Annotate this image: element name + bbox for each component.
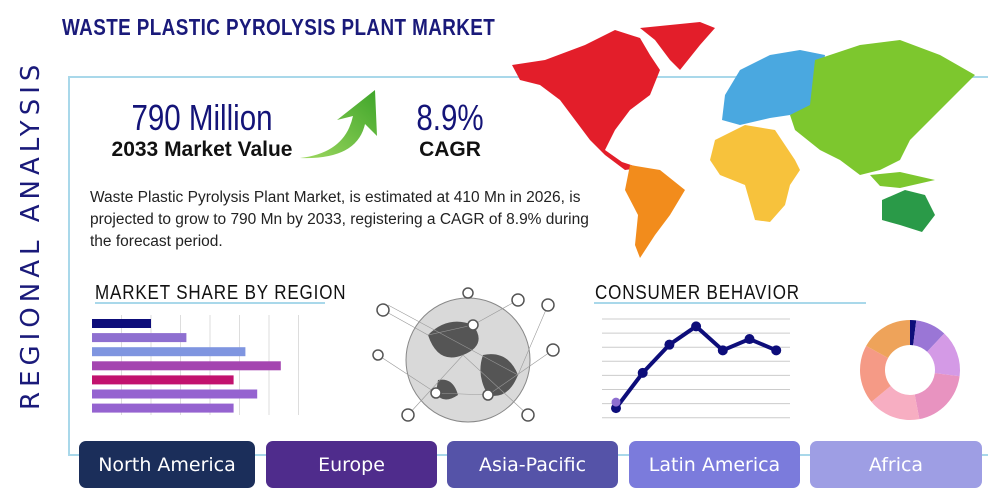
map-africa: [710, 125, 800, 222]
donut-slice-3: [914, 373, 960, 420]
line-point-6: [771, 345, 782, 356]
page-title: WASTE PLASTIC PYROLYSIS PLANT MARKET: [62, 14, 496, 40]
line-point-2: [664, 339, 675, 350]
market-value: 790 Million 2033 Market Value: [102, 98, 302, 162]
region-button-latin-america[interactable]: Latin America: [629, 441, 800, 488]
market-share-chart: [92, 315, 299, 415]
map-south-america: [625, 165, 685, 258]
side-label: REGIONAL ANALYSIS: [16, 59, 46, 410]
bar-4: [92, 375, 234, 385]
line-point-marker: [611, 397, 621, 407]
market-value-number: 790 Million: [131, 97, 273, 138]
description: Waste Plastic Pyrolysis Plant Market, is…: [90, 189, 589, 250]
growth-arrow-icon: [300, 90, 377, 159]
donut-slice-2: [927, 333, 960, 377]
consumer-donut-chart: [860, 320, 960, 420]
cagr: 8.9% CAGR: [400, 98, 500, 162]
market-value-label: 2033 Market Value: [111, 138, 293, 161]
map-asia: [790, 40, 975, 175]
consumer-behavior-underline: [594, 302, 866, 304]
bar-1: [92, 333, 187, 343]
bar-5: [92, 389, 258, 399]
consumer-line-chart: [602, 318, 790, 419]
line-point-1: [637, 367, 648, 378]
map-europe: [722, 50, 825, 125]
donut-slice-1: [913, 320, 945, 352]
cagr-label: CAGR: [419, 138, 481, 161]
region-button-asia-pacific[interactable]: Asia-Pacific: [447, 441, 618, 488]
map-greenland: [640, 22, 715, 70]
cagr-number: 8.9%: [416, 97, 484, 138]
market-share-title: MARKET SHARE BY REGION: [95, 282, 347, 304]
bar-2: [92, 347, 246, 357]
line-point-3: [691, 321, 702, 332]
map-australia: [882, 190, 935, 232]
region-button-africa[interactable]: Africa: [810, 441, 982, 488]
consumer-behavior-title: CONSUMER BEHAVIOR: [595, 282, 800, 304]
donut-slice-4: [871, 385, 920, 420]
line-point-4: [717, 345, 728, 356]
world-map: [512, 22, 975, 258]
bar-6: [92, 403, 234, 413]
region-button-europe[interactable]: Europe: [266, 441, 437, 488]
line-point-5: [744, 334, 755, 345]
map-north-america: [512, 30, 660, 170]
bar-3: [92, 361, 281, 371]
market-share-underline: [95, 302, 325, 304]
region-button-north-america[interactable]: North America: [79, 441, 255, 488]
bar-0: [92, 319, 151, 328]
donut-slice-5: [860, 345, 891, 402]
network-globe-image: [372, 287, 560, 423]
donut-slice-6: [866, 320, 910, 358]
map-indonesia: [870, 172, 935, 188]
donut-slice-0: [910, 320, 917, 346]
